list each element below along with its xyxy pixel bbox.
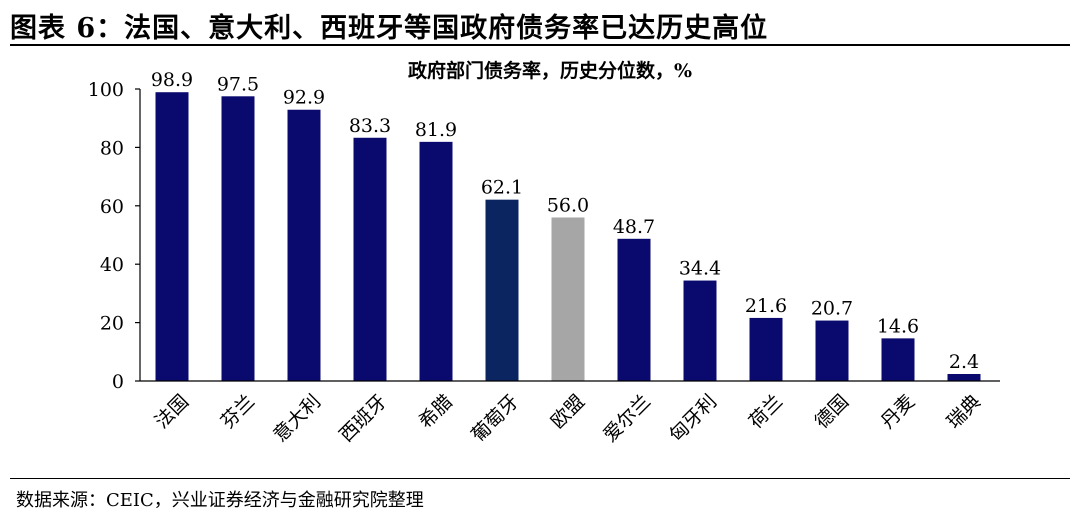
value-label: 62.1 <box>481 177 523 199</box>
y-axis: 0 20 40 60 80 100 <box>88 79 141 393</box>
x-tick-label: 西班牙 <box>335 391 391 447</box>
x-tick-label: 爱尔兰 <box>599 391 655 447</box>
y-tick-label: 40 <box>100 254 124 276</box>
bar <box>947 373 981 381</box>
x-tick-label: 欧盟 <box>547 391 589 433</box>
x-tick-label: 芬兰 <box>217 391 259 433</box>
value-label: 20.7 <box>811 298 853 320</box>
value-label: 97.5 <box>217 73 259 95</box>
bar <box>419 141 453 381</box>
y-tick-label: 20 <box>100 313 124 335</box>
y-tick-label: 0 <box>112 371 124 393</box>
bar <box>749 317 783 381</box>
value-label: 98.9 <box>151 69 193 91</box>
bars-group: 98.9 97.5 92.9 83.3 81.9 62.1 56.0 48.7 34.4 21.6… <box>151 69 981 382</box>
bar <box>683 280 717 381</box>
value-label: 56.0 <box>547 194 589 216</box>
x-tick-label: 德国 <box>811 391 853 433</box>
x-tick-label: 法国 <box>151 391 193 433</box>
bar <box>815 320 849 381</box>
x-tick-label: 丹麦 <box>877 391 919 433</box>
value-label: 92.9 <box>283 87 325 109</box>
bar <box>221 96 255 382</box>
value-label: 83.3 <box>349 115 391 137</box>
x-tick-label: 意大利 <box>269 391 325 447</box>
bar <box>617 238 651 381</box>
x-tick-label: 瑞典 <box>943 391 985 433</box>
bar <box>551 217 585 381</box>
x-axis: 法国 芬兰 意大利 西班牙 希腊 葡萄牙 欧盟 爱尔兰 匈牙利 荷兰 德国 丹麦 瑞典 <box>140 380 1000 447</box>
bar <box>155 92 189 381</box>
figure-title: 图表 6：法国、意大利、西班牙等国政府债务率已达历史高位 <box>10 13 769 44</box>
x-tick-label: 希腊 <box>415 391 457 433</box>
y-tick-label: 100 <box>88 79 124 101</box>
value-label: 81.9 <box>415 119 457 141</box>
bar <box>881 338 915 381</box>
value-label: 14.6 <box>877 315 919 337</box>
value-label: 2.4 <box>949 351 979 373</box>
y-tick-label: 60 <box>100 196 124 218</box>
value-label: 48.7 <box>613 216 655 238</box>
y-tick-label: 80 <box>100 137 124 159</box>
chart-title: 政府部门债务率，历史分位数，% <box>408 59 692 82</box>
value-label: 21.6 <box>745 295 787 317</box>
footer-divider <box>10 478 1070 479</box>
x-tick-label: 葡萄牙 <box>467 391 523 447</box>
source-note: 数据来源：CEIC，兴业证券经济与金融研究院整理 <box>16 490 424 511</box>
x-tick-label: 荷兰 <box>745 391 787 433</box>
bar <box>485 199 519 381</box>
value-label: 34.4 <box>679 258 721 280</box>
x-tick-label: 匈牙利 <box>665 391 721 447</box>
title-divider <box>10 44 1070 46</box>
bar <box>353 137 387 381</box>
bar <box>287 109 321 382</box>
